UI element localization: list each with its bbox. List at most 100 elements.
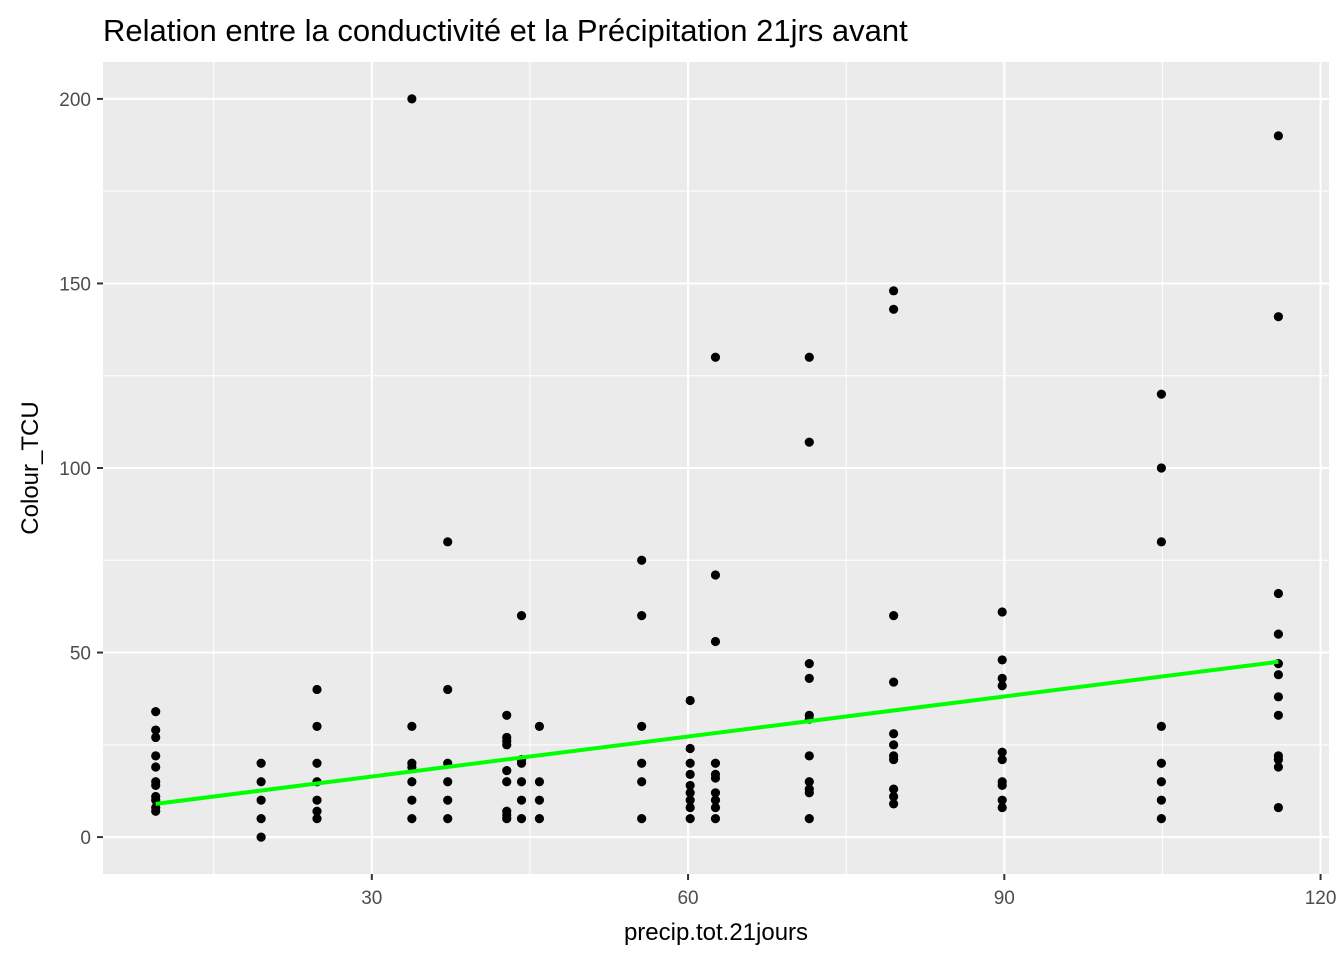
y-tick-label: 150 xyxy=(59,274,91,295)
data-point xyxy=(685,814,695,824)
data-point xyxy=(256,777,266,787)
x-tick-label: 90 xyxy=(994,888,1015,909)
data-point xyxy=(710,814,721,824)
data-point xyxy=(516,777,527,787)
data-point xyxy=(804,673,814,683)
x-axis-title: precip.tot.21jours xyxy=(624,919,808,946)
data-point xyxy=(1273,131,1283,141)
data-point xyxy=(1273,710,1283,720)
data-point xyxy=(1273,312,1283,322)
data-point xyxy=(637,814,647,824)
data-point xyxy=(534,795,545,805)
data-point xyxy=(997,780,1007,791)
data-point xyxy=(1156,537,1166,547)
data-point xyxy=(1156,721,1166,731)
data-point xyxy=(502,766,512,776)
data-point xyxy=(997,747,1007,757)
data-point xyxy=(1156,463,1166,473)
tick-labels: 30 60 90 120 0 50 100 150 200 xyxy=(59,90,1336,909)
data-point xyxy=(151,725,161,735)
data-point xyxy=(889,304,899,314)
data-point xyxy=(443,814,453,824)
data-point xyxy=(151,732,161,743)
data-point xyxy=(516,814,527,824)
data-point xyxy=(637,758,647,768)
data-point xyxy=(997,681,1007,691)
data-point xyxy=(710,758,721,768)
data-point xyxy=(710,788,721,798)
data-point xyxy=(889,611,899,621)
data-point xyxy=(889,784,899,794)
data-point xyxy=(516,758,527,768)
axis-ticks xyxy=(97,97,1322,880)
data-point xyxy=(151,762,161,772)
data-point xyxy=(804,814,814,824)
data-points xyxy=(151,94,1283,842)
data-point xyxy=(1156,814,1166,824)
data-point xyxy=(710,352,721,362)
data-point xyxy=(1273,754,1283,765)
data-point xyxy=(997,607,1007,617)
data-point xyxy=(997,754,1007,765)
data-point xyxy=(1273,692,1283,702)
trend-line xyxy=(155,659,1279,806)
data-point xyxy=(685,695,695,706)
data-point xyxy=(889,754,899,765)
data-point xyxy=(997,655,1007,665)
data-point xyxy=(685,758,695,768)
data-point xyxy=(502,777,512,787)
y-tick-label: 100 xyxy=(59,459,91,480)
data-point xyxy=(534,777,545,787)
data-point xyxy=(685,780,695,791)
data-point xyxy=(312,806,322,816)
data-point xyxy=(804,437,814,447)
data-point xyxy=(502,814,512,824)
data-point xyxy=(516,611,527,621)
data-point xyxy=(1273,670,1283,680)
data-point xyxy=(804,777,814,787)
data-point xyxy=(312,684,322,695)
data-point xyxy=(502,740,512,750)
data-point xyxy=(1273,588,1283,599)
data-point xyxy=(443,777,453,787)
data-point xyxy=(1273,762,1283,772)
data-point xyxy=(256,814,266,824)
y-tick-label: 0 xyxy=(80,828,91,849)
chart-title: Relation entre la conductivité et la Pré… xyxy=(103,13,908,48)
data-point xyxy=(443,684,453,695)
data-point xyxy=(710,570,721,580)
y-axis-title: Colour_TCU xyxy=(17,401,44,534)
data-point xyxy=(256,795,266,805)
data-point xyxy=(710,636,721,647)
data-point xyxy=(151,751,161,761)
x-tick-label: 30 xyxy=(361,888,382,909)
data-point xyxy=(637,777,647,787)
data-point xyxy=(407,721,417,731)
data-point xyxy=(407,795,417,805)
data-point xyxy=(312,795,322,805)
data-point xyxy=(889,740,899,750)
data-point xyxy=(804,659,814,669)
data-point xyxy=(443,537,453,547)
data-point xyxy=(151,707,161,717)
data-point xyxy=(889,286,899,296)
data-point xyxy=(997,802,1007,813)
data-point xyxy=(997,795,1007,805)
data-point xyxy=(256,758,266,768)
data-point xyxy=(889,799,899,809)
data-point xyxy=(407,94,417,104)
data-point xyxy=(312,758,322,768)
data-point xyxy=(407,777,417,787)
data-point xyxy=(1156,777,1166,787)
data-point xyxy=(637,611,647,621)
y-tick-label: 200 xyxy=(59,90,91,111)
data-point xyxy=(685,795,695,805)
data-point xyxy=(1156,795,1166,805)
data-point xyxy=(685,802,695,813)
data-point xyxy=(256,832,266,842)
data-point xyxy=(1273,802,1283,813)
trend-line-group xyxy=(155,659,1279,806)
data-point xyxy=(889,729,899,739)
